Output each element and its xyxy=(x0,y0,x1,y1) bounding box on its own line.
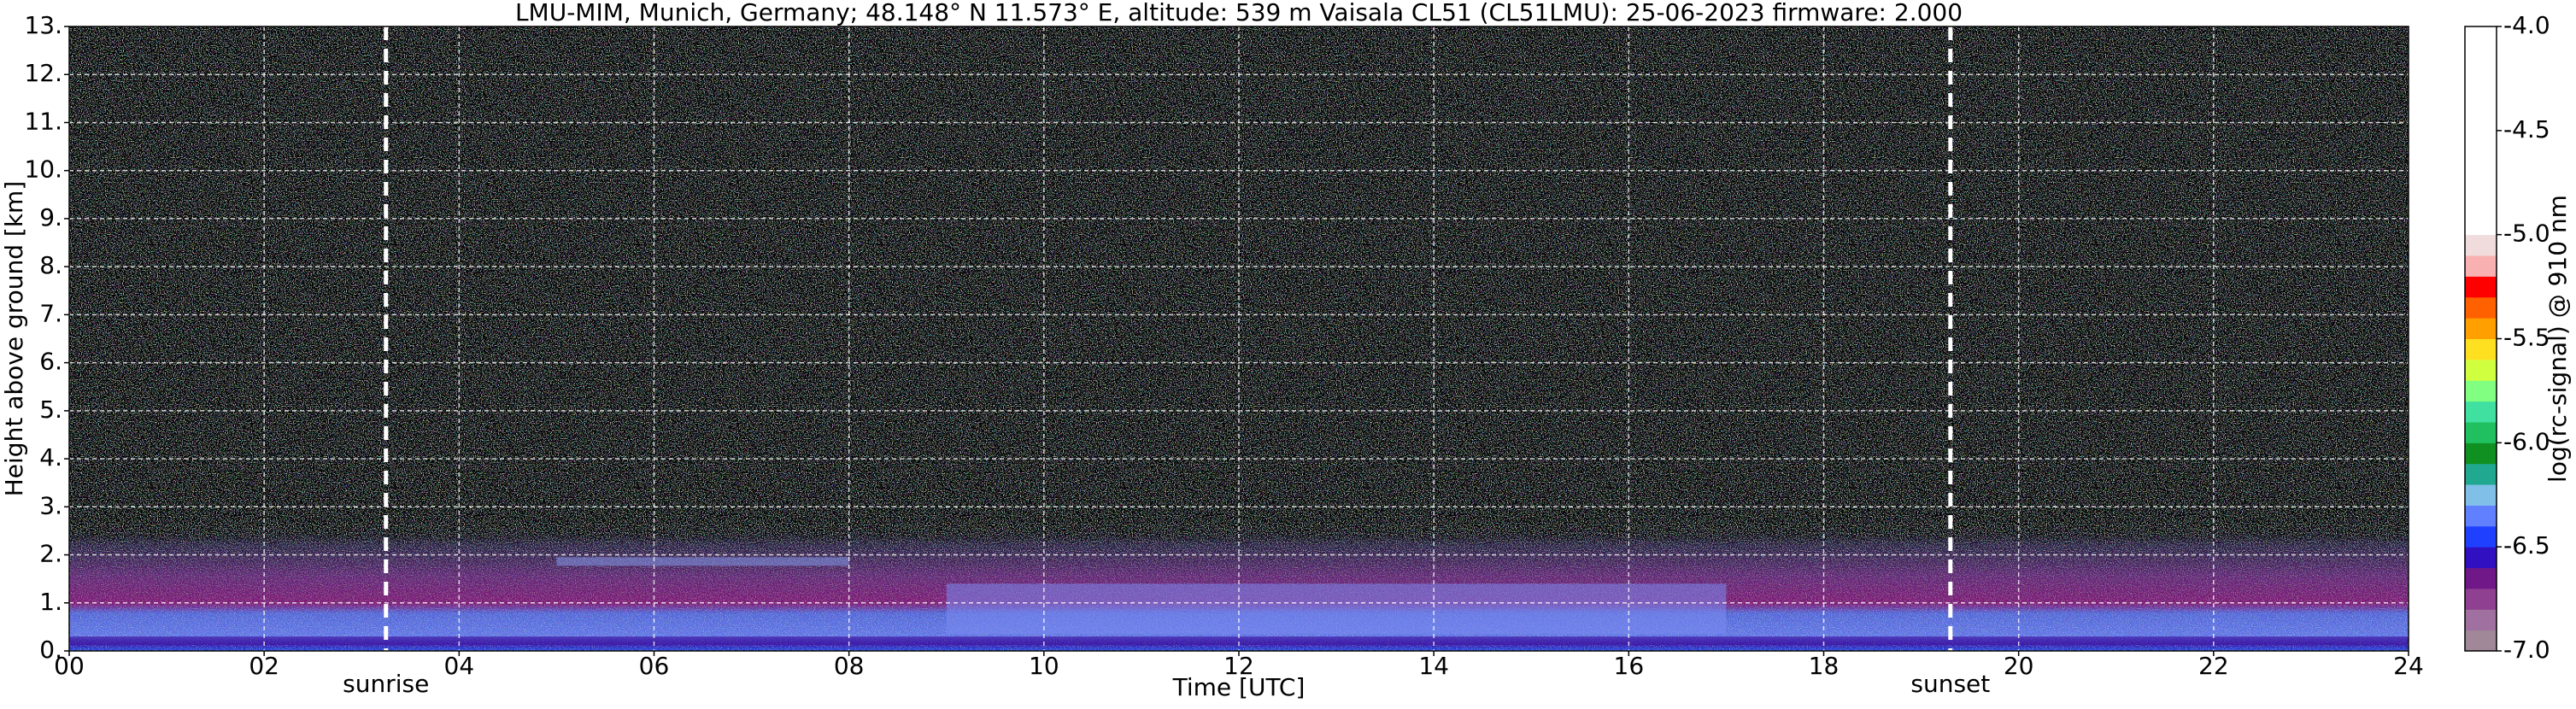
y-tick-label: 0. xyxy=(39,636,62,664)
colorbar-segment xyxy=(2465,525,2497,548)
y-tick-label: 6. xyxy=(39,348,62,376)
x-tick-label: 16 xyxy=(1614,652,1645,680)
chart-title: LMU-MIM, Munich, Germany; 48.148° N 11.5… xyxy=(515,0,1963,26)
surface-layer xyxy=(69,636,2409,646)
colorbar-segment xyxy=(2465,214,2497,236)
x-axis-label: Time [UTC] xyxy=(1172,673,1306,701)
colorbar-segment xyxy=(2465,234,2497,256)
x-tick-label: 10 xyxy=(1029,652,1059,680)
colorbar-segment xyxy=(2465,630,2497,652)
x-tick-label: 06 xyxy=(639,652,670,680)
colorbar-tick-label: -5.0 xyxy=(2503,220,2550,248)
y-tick-label: 7. xyxy=(39,299,62,327)
y-tick-label: 4. xyxy=(39,443,62,472)
colorbar-tick-label: -6.0 xyxy=(2503,427,2550,455)
colorbar-tick-label: -6.5 xyxy=(2503,531,2550,560)
colorbar-segment xyxy=(2465,192,2497,214)
colorbar-segment xyxy=(2465,359,2497,381)
colorbar-tick-label: -4.5 xyxy=(2503,115,2550,144)
y-tick-label: 8. xyxy=(39,251,62,279)
y-tick-label: 12. xyxy=(24,59,62,87)
colorbar-segment xyxy=(2465,421,2497,443)
x-tick-label: 12 xyxy=(1223,652,1254,680)
colorbar-segment xyxy=(2465,151,2497,173)
colorbar-segment xyxy=(2465,463,2497,485)
colorbar-segment xyxy=(2465,276,2497,298)
colorbar-segment xyxy=(2465,109,2497,132)
colorbar-segment xyxy=(2465,318,2497,339)
colorbar-tick-label: -4.0 xyxy=(2503,11,2550,39)
x-tick-label: 02 xyxy=(249,652,279,680)
colorbar-segment xyxy=(2465,89,2497,110)
x-tick-label: 24 xyxy=(2393,652,2424,680)
colorbar-segment xyxy=(2465,442,2497,465)
x-tick-label: 22 xyxy=(2198,652,2229,680)
y-axis-label: Height above ground [km] xyxy=(0,181,28,497)
colorbar-segment xyxy=(2465,609,2497,631)
x-tick-label: 04 xyxy=(444,652,475,680)
colorbar-tick-label: -7.0 xyxy=(2503,636,2550,664)
colorbar-segment xyxy=(2465,47,2497,69)
colorbar-segment xyxy=(2465,380,2497,402)
colorbar-tick-label: -5.5 xyxy=(2503,324,2550,352)
colorbar-segment xyxy=(2465,255,2497,277)
annotation-label: sunset xyxy=(1910,670,1990,698)
colorbar-segment xyxy=(2465,67,2497,90)
y-tick-label: 1. xyxy=(39,588,62,616)
colorbar-segment xyxy=(2465,588,2497,610)
colorbar-segment xyxy=(2465,567,2497,589)
x-tick-label: 18 xyxy=(1809,652,1840,680)
colorbar-segment xyxy=(2465,296,2497,319)
colorbar-segment xyxy=(2465,26,2497,48)
colorbar-segment xyxy=(2465,505,2497,527)
plot-area xyxy=(68,26,2409,652)
mixing-layer xyxy=(946,583,1727,635)
colorbar-segment xyxy=(2465,484,2497,506)
colorbar-segment xyxy=(2465,547,2497,569)
y-tick-label: 9. xyxy=(39,203,62,231)
y-tick-label: 10. xyxy=(24,155,62,184)
y-tick-label: 3. xyxy=(39,491,62,519)
x-tick-label: 00 xyxy=(54,652,85,680)
colorbar-segment xyxy=(2465,172,2497,194)
y-tick-label: 2. xyxy=(39,540,62,568)
colorbar-segment xyxy=(2465,130,2497,152)
annotation-label: sunrise xyxy=(343,670,429,698)
colorbar-label: log(rc-signal) @ 910 nm xyxy=(2544,195,2572,483)
x-tick-label: 14 xyxy=(1418,652,1449,680)
x-tick-label: 08 xyxy=(834,652,865,680)
y-tick-label: 5. xyxy=(39,396,62,424)
colorbar-segment xyxy=(2465,401,2497,423)
colorbar-segment xyxy=(2465,338,2497,360)
y-tick-label: 11. xyxy=(24,107,62,135)
residual-layer xyxy=(556,557,849,566)
x-tick-label: 20 xyxy=(2004,652,2034,680)
y-tick-label: 13. xyxy=(24,11,62,39)
